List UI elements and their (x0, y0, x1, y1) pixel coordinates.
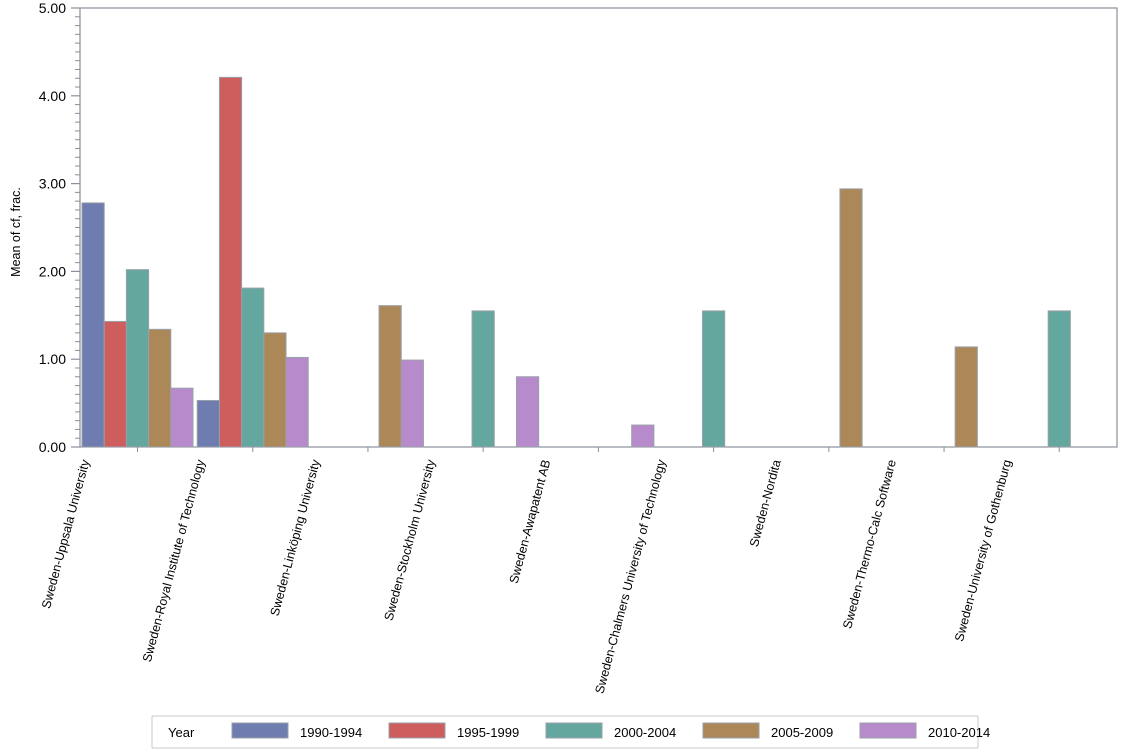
bar[interactable] (148, 328, 172, 448)
bar[interactable] (196, 399, 220, 448)
x-tick-label: Sweden-Stockholm University (382, 457, 439, 622)
legend-swatch[interactable] (231, 722, 289, 739)
legend-label[interactable]: 1990-1994 (300, 725, 362, 740)
x-tick-label: Sweden-Chalmers University of Technology (592, 457, 668, 695)
x-tick-label: Sweden-Linköping University (268, 457, 323, 617)
legend-swatch[interactable] (702, 722, 760, 739)
bar[interactable] (1047, 310, 1071, 448)
y-tick-label: 2.00 (39, 263, 66, 279)
legend-swatch[interactable] (388, 722, 446, 739)
bar[interactable] (631, 424, 655, 448)
legend-swatch[interactable] (859, 722, 917, 739)
x-axis: Sweden-Uppsala University Sweden-Royal In… (39, 447, 1060, 695)
legend-label[interactable]: 1995-1999 (457, 725, 519, 740)
bar[interactable] (954, 346, 978, 448)
bar[interactable] (263, 332, 287, 448)
x-tick-label: Sweden-Awapatent AB (507, 458, 554, 585)
x-tick-label: Sweden-Royal Institute of Technology (140, 457, 208, 663)
bar[interactable] (400, 359, 424, 448)
bar[interactable] (285, 356, 309, 448)
bar[interactable] (839, 188, 863, 448)
bar[interactable] (378, 305, 402, 448)
bars-layer (81, 76, 1071, 448)
legend-label[interactable]: 2000-2004 (614, 725, 676, 740)
bar[interactable] (702, 310, 726, 448)
legend-title: Year (168, 725, 195, 740)
legend: Year 1990-1994 1995-1999 2000-2004 2005-200… (151, 715, 990, 749)
bar[interactable] (241, 287, 265, 448)
bar[interactable] (103, 320, 127, 448)
x-tick-label: Sweden-Thermo-Calc Software (840, 458, 899, 630)
legend-items: 1990-1994 1995-1999 2000-2004 2005-2009 2010… (231, 722, 990, 740)
legend-swatch[interactable] (545, 722, 603, 739)
legend-label[interactable]: 2010-2014 (928, 725, 990, 740)
y-tick-label: 4.00 (39, 88, 66, 104)
bar[interactable] (471, 310, 495, 448)
y-tick-label: 0.00 (39, 439, 66, 455)
y-tick-label: 5.00 (39, 0, 66, 16)
bar[interactable] (170, 387, 194, 448)
x-tick-label: Sweden-Nordita (747, 458, 784, 548)
bar[interactable] (125, 269, 150, 448)
y-axis-title: Mean of cf, frac. (9, 187, 23, 277)
bar[interactable] (515, 376, 540, 448)
bar[interactable] (81, 202, 105, 448)
x-tick-label: Sweden-Uppsala University (39, 457, 92, 610)
bar[interactable] (218, 76, 243, 448)
x-tick-label: Sweden-University of Gothenburg (952, 458, 1014, 643)
y-axis: 0.00 1.00 2.00 3.00 4.00 5.00 (39, 0, 80, 455)
y-tick-label: 1.00 (39, 351, 66, 367)
legend-label[interactable]: 2005-2009 (771, 725, 833, 740)
y-tick-label: 3.00 (39, 176, 66, 192)
